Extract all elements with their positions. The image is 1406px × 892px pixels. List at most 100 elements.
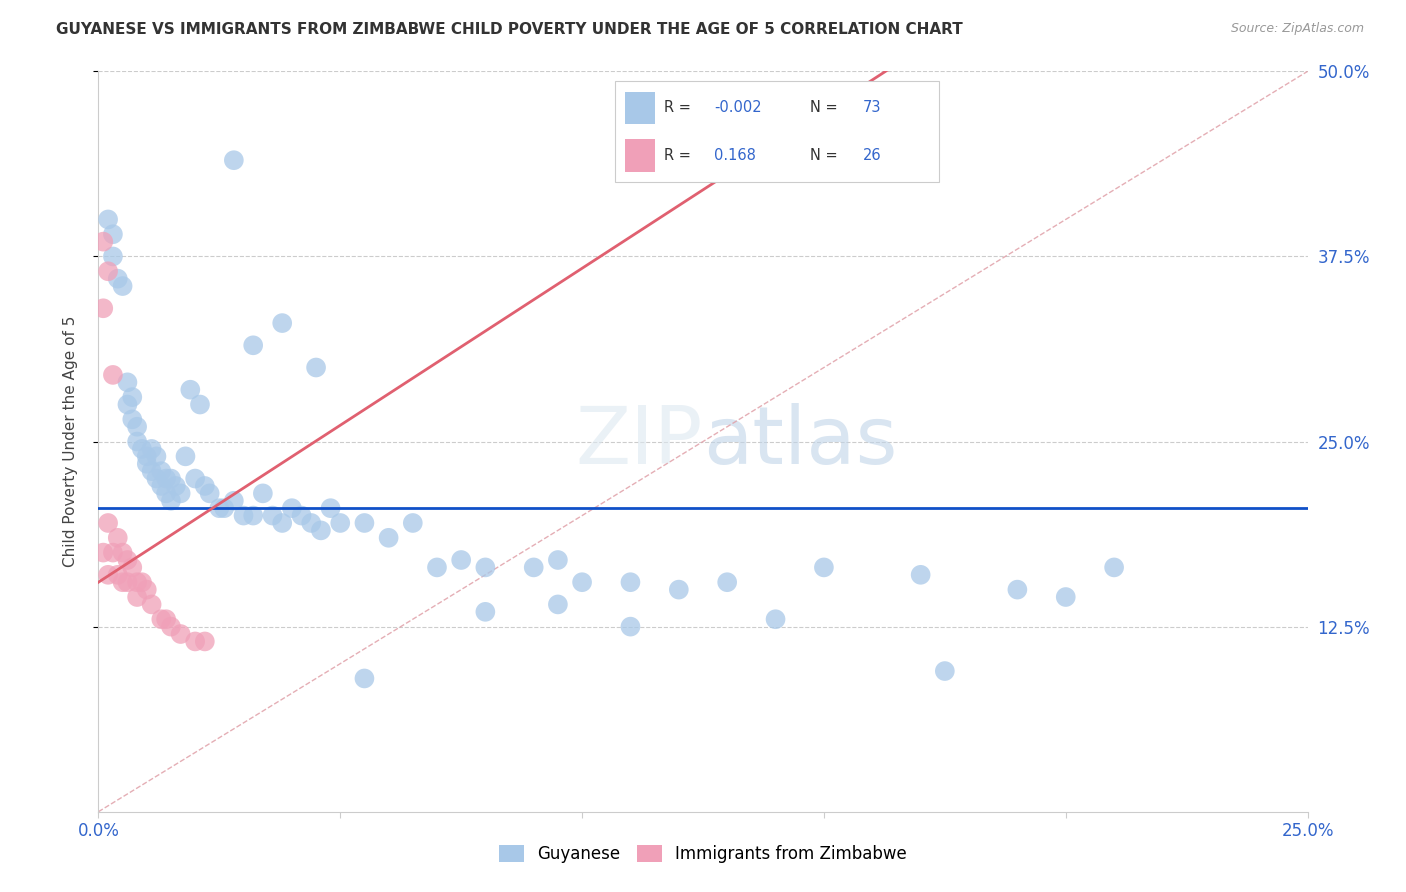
Point [127,434,149,449]
Bar [624,92,655,124]
Point [155,612,177,626]
Point [426,560,449,574]
Point [309,524,332,538]
Text: R =: R = [665,101,696,115]
Text: -0.002: -0.002 [714,101,762,115]
Point [97,264,120,278]
Point [281,501,304,516]
Point [1102,560,1125,574]
Point [194,634,217,648]
Point [127,575,149,590]
Point [160,493,183,508]
Point [91,301,114,316]
Point [523,560,546,574]
Point [619,575,641,590]
Point [117,376,139,390]
Point [101,546,124,560]
Point [271,516,294,530]
Point [117,398,139,412]
Legend: Guyanese, Immigrants from Zimbabwe: Guyanese, Immigrants from Zimbabwe [492,838,914,870]
Point [198,486,221,500]
Text: 0.168: 0.168 [714,148,756,162]
Point [319,501,342,516]
Point [111,546,134,560]
Point [450,553,472,567]
Point [208,501,231,516]
Point [619,619,641,633]
Point [155,486,177,500]
Point [141,442,163,456]
Point [107,567,129,582]
Point [141,598,163,612]
Text: N =: N = [810,101,842,115]
Point [150,612,173,626]
Point [117,575,139,590]
Point [353,516,375,530]
Point [121,560,143,574]
Point [91,546,114,560]
Point [107,271,129,285]
Point [107,531,129,545]
Text: ZIP: ZIP [575,402,703,481]
Point [131,442,153,456]
Point [252,486,274,500]
Point [184,634,207,648]
Point [91,235,114,249]
Point [150,479,173,493]
Point [547,598,569,612]
Point [145,450,167,464]
Point [290,508,312,523]
Text: N =: N = [810,148,842,162]
Point [353,672,375,686]
Point [547,553,569,567]
Point [212,501,235,516]
Text: R =: R = [665,148,700,162]
Point [668,582,690,597]
Point [910,567,932,582]
Point [222,493,245,508]
Point [242,508,264,523]
Point [97,212,120,227]
Point [117,553,139,567]
Point [174,450,197,464]
Text: GUYANESE VS IMMIGRANTS FROM ZIMBABWE CHILD POVERTY UNDER THE AGE OF 5 CORRELATIO: GUYANESE VS IMMIGRANTS FROM ZIMBABWE CHI… [56,22,963,37]
Point [271,316,294,330]
Point [377,531,399,545]
Point [305,360,328,375]
Point [242,338,264,352]
Point [160,471,183,485]
Point [716,575,738,590]
Point [127,590,149,604]
Point [222,153,245,168]
Point [184,471,207,485]
Point [165,479,187,493]
Point [765,612,787,626]
Point [1007,582,1029,597]
Point [474,560,496,574]
FancyBboxPatch shape [614,81,939,182]
Point [127,419,149,434]
Point [135,450,157,464]
Point [121,390,143,404]
Point [145,471,167,485]
Text: 73: 73 [863,101,882,115]
Point [188,398,211,412]
Point [329,516,352,530]
Text: Source: ZipAtlas.com: Source: ZipAtlas.com [1230,22,1364,36]
Point [131,575,153,590]
Text: atlas: atlas [703,402,897,481]
Point [135,457,157,471]
Point [150,464,173,478]
Point [101,250,124,264]
Point [111,279,134,293]
Point [101,368,124,382]
Y-axis label: Child Poverty Under the Age of 5: Child Poverty Under the Age of 5 [63,316,77,567]
Point [299,516,322,530]
Point [402,516,425,530]
Point [194,479,217,493]
Point [934,664,956,678]
Point [97,567,120,582]
Point [169,486,191,500]
Bar [624,139,655,171]
Point [121,412,143,426]
